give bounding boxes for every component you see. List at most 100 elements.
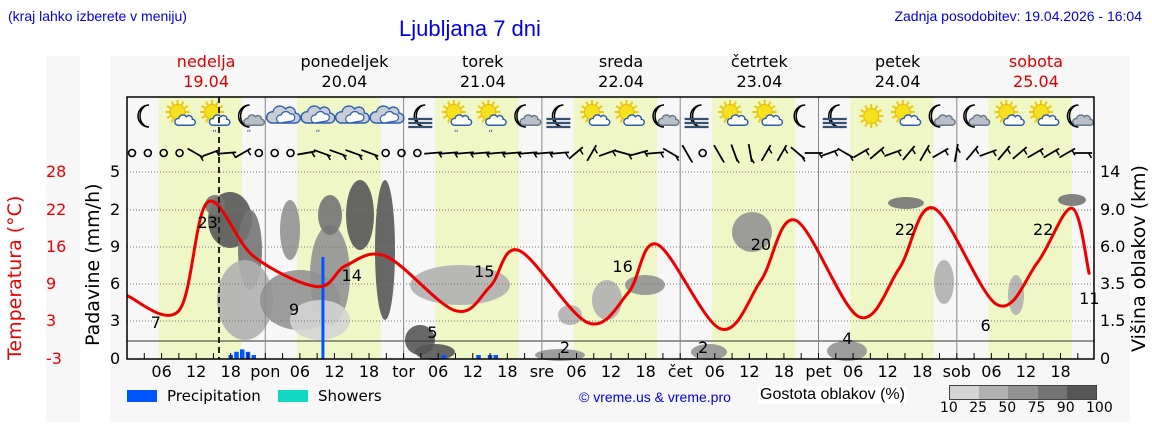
svg-text:ʺ: ʺ <box>212 129 217 140</box>
wind-barb-icon <box>487 151 506 158</box>
hour-tick-label: 06 <box>705 362 725 381</box>
density-tick: 75 <box>1027 400 1046 416</box>
wind-barb-icon <box>424 151 443 158</box>
moon-cloud-icon <box>652 104 680 128</box>
temperature-tick: 22 <box>46 200 67 219</box>
moon-fog-icon <box>546 104 571 129</box>
temperature-label: 4 <box>842 329 852 348</box>
cloud-density-title: Gostota oblakov (%) <box>758 386 907 404</box>
day-date: 25.04 <box>1013 72 1059 91</box>
temperature-label: 5 <box>427 323 437 342</box>
precip-tick: 3 <box>110 311 121 330</box>
temperature-label: 6 <box>981 316 991 335</box>
grid-lines <box>127 97 1094 359</box>
density-tick: 25 <box>969 400 988 416</box>
wind-barb-icon <box>440 151 459 158</box>
hour-tick-label: 12 <box>186 362 206 381</box>
cloud-blob <box>217 260 273 340</box>
wind-barb-icon <box>550 151 570 158</box>
density-swatch <box>950 386 980 399</box>
page-title: Ljubljana 7 dni <box>399 16 541 41</box>
wind-barb-icon <box>234 147 252 159</box>
wind-barb-icon <box>646 151 665 158</box>
day-short-label: čet <box>668 362 693 381</box>
wind-barb-icon <box>760 144 773 162</box>
wind-barb-icon <box>852 147 870 159</box>
cloud-blob <box>625 275 665 295</box>
precipitation-bar <box>251 355 257 359</box>
cloud-icon <box>369 105 405 124</box>
hour-tick-label: 18 <box>221 362 241 381</box>
wind-barb-icon <box>820 149 839 157</box>
sun-cloud-icon <box>614 100 645 126</box>
svg-text:ʺ: ʺ <box>247 129 252 140</box>
calm-wind-icon <box>254 148 264 158</box>
temperature-label: 20 <box>751 235 771 254</box>
density-tick: 10 <box>940 400 958 416</box>
precipitation-bar <box>240 349 245 359</box>
hour-tick-label: 18 <box>1050 362 1070 381</box>
wind-barb-icon <box>202 149 221 157</box>
temperature-label: 7 <box>151 313 161 332</box>
sun-cloud-icon <box>165 100 196 126</box>
wind-barb-icon <box>837 147 854 162</box>
hour-tick-label: 06 <box>428 362 448 381</box>
calm-wind-icon <box>413 148 422 158</box>
temperature-annotations: 7 23 9 14 5 15 2 16 2 20 4 22 6 22 11 <box>151 213 1100 357</box>
svg-text:ʺ: ʺ <box>316 129 321 140</box>
density-tick: 90 <box>1056 400 1075 416</box>
density-swatch <box>1008 386 1038 399</box>
cloud-blob <box>934 260 954 304</box>
cloud-density-blobs <box>205 180 1086 361</box>
precipitation-bar <box>493 355 499 359</box>
sun-cloud-icon <box>579 100 611 126</box>
hour-tick-label: 12 <box>324 362 344 381</box>
wind-barb-icon <box>884 149 902 157</box>
precip-tick: 2 <box>110 200 121 219</box>
temperature-label: 2 <box>560 338 570 357</box>
temperature-line <box>126 199 1091 331</box>
moon-rain-cloud-icon: ʺ <box>237 104 266 140</box>
calm-wind-icon <box>159 148 169 158</box>
hour-tick-label: 06 <box>290 362 310 381</box>
wind-barb-icon <box>187 147 204 162</box>
sun-cloud-icon <box>994 100 1025 126</box>
wind-barb-icon <box>586 144 599 162</box>
calm-wind-icon <box>698 148 707 158</box>
wind-barb-icon <box>997 145 1011 161</box>
precipitation-bar <box>234 351 239 359</box>
svg-text:ʺ: ʺ <box>454 129 459 140</box>
temperature-label: 15 <box>474 262 494 281</box>
temperature-label: 9 <box>289 300 299 319</box>
cloud-blob <box>1058 194 1086 206</box>
precipitation-bar <box>476 355 481 359</box>
hour-tick-label: 12 <box>877 362 897 381</box>
wind-barb-icon <box>681 144 694 164</box>
hour-tick-label: 12 <box>601 362 621 381</box>
cloud-blob <box>827 341 867 361</box>
day-short-label: pet <box>805 362 831 381</box>
hour-tick-label: 18 <box>359 362 379 381</box>
cloud-height-tick: 0 <box>1100 349 1111 368</box>
copyright-link[interactable]: © vreme.us & vreme.pro <box>579 389 731 405</box>
wind-barb-icon <box>1027 147 1044 159</box>
wind-barb-icon <box>598 149 617 157</box>
moon-fog-icon <box>822 104 847 129</box>
wind-barb-icon <box>503 151 522 158</box>
calm-wind-icon <box>397 148 406 158</box>
menu-hint-link[interactable]: (kraj lahko izberete v meniju) <box>8 8 187 24</box>
sun-cloud-icon <box>752 100 784 126</box>
sun-rain-cloud-icon: ʺ <box>476 100 507 140</box>
sun-cloud-icon <box>1028 100 1060 126</box>
moon-cloud-icon <box>963 104 991 128</box>
wind-barb-icon <box>919 144 931 162</box>
precipitation-bar <box>441 355 447 359</box>
day-date: 23.04 <box>736 72 783 91</box>
day-date: 22.04 <box>598 72 644 91</box>
wind-barb-icon <box>313 149 331 161</box>
cloud-blob <box>592 280 622 320</box>
cloud-density-scale <box>949 385 1097 400</box>
wind-barb-icon <box>776 144 789 162</box>
chart-panel <box>46 56 80 422</box>
